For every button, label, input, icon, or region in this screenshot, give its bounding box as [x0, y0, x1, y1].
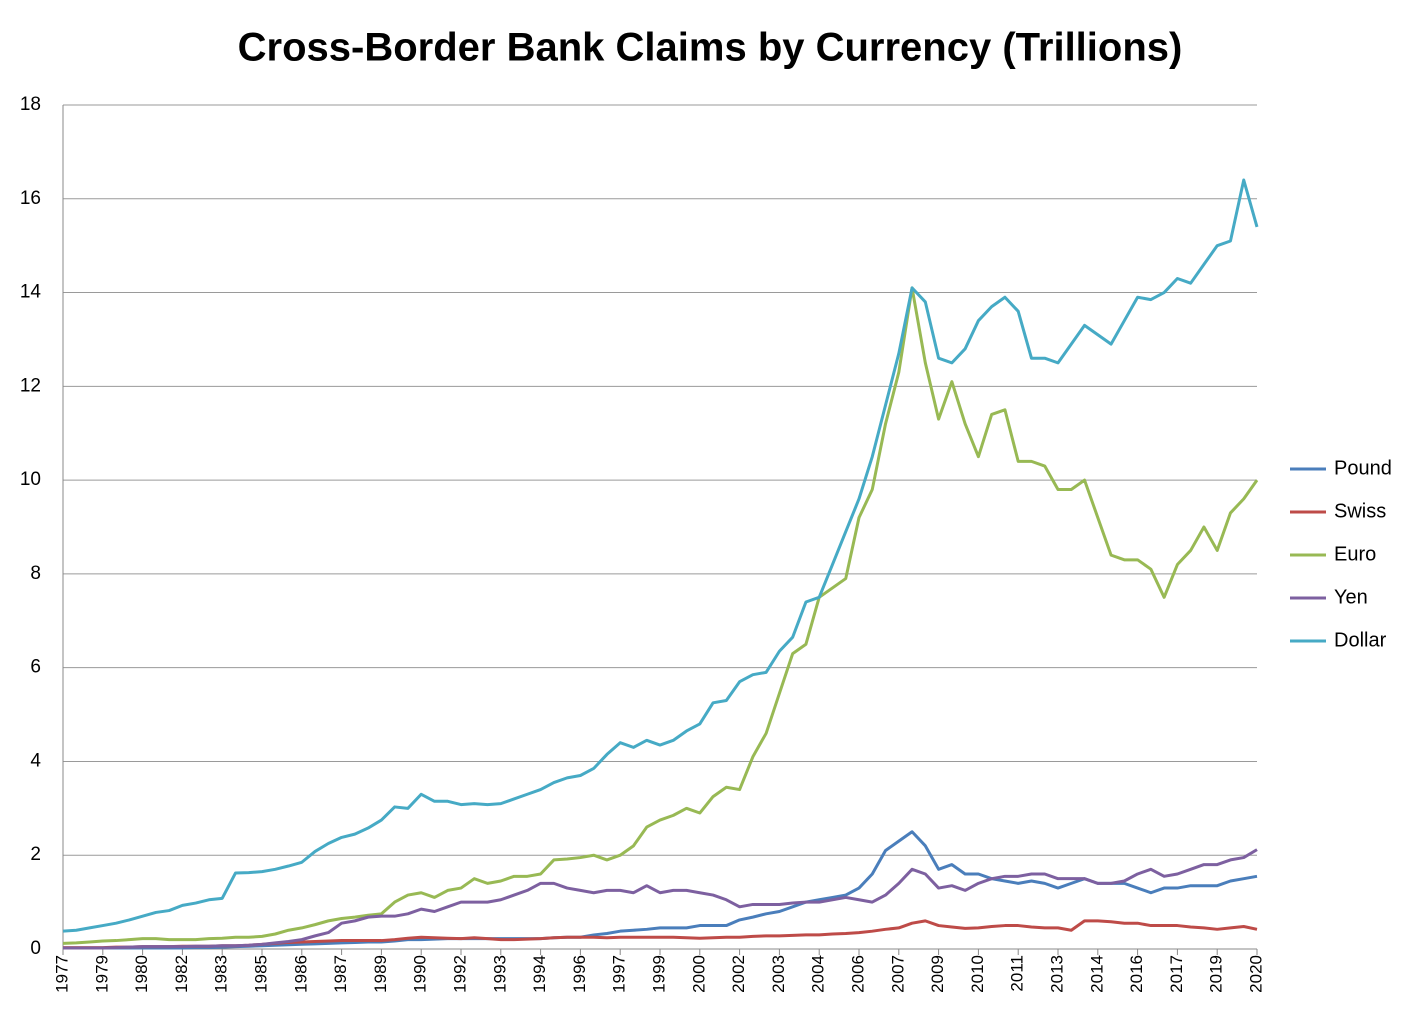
series-line — [63, 830, 1258, 950]
legend-label: Yen — [1334, 586, 1368, 608]
x-tick-label: 1996 — [570, 955, 589, 993]
y-tick-label: 2 — [30, 844, 41, 865]
x-tick-label: 2020 — [1246, 955, 1265, 993]
x-tick-label: 2004 — [809, 955, 828, 993]
x-tick-label: 2011 — [1008, 955, 1027, 992]
x-tick-label: 2010 — [968, 955, 987, 993]
x-tick-label: 1982 — [172, 955, 191, 993]
series-line — [62, 178, 1259, 933]
x-tick-label: 1999 — [649, 955, 668, 993]
x-tick-label: 2007 — [888, 955, 907, 993]
x-tick-label: 2014 — [1087, 955, 1106, 993]
legend-label: Euro — [1334, 543, 1376, 565]
y-tick-label: 18 — [20, 94, 41, 115]
x-tick-label: 1990 — [411, 955, 430, 993]
x-tick-label: 1986 — [291, 955, 310, 993]
y-tick-label: 14 — [20, 282, 42, 303]
legend-label: Pound — [1334, 457, 1392, 479]
y-tick-label: 6 — [30, 657, 41, 678]
x-tick-label: 2003 — [769, 955, 788, 993]
legend-label: Dollar — [1334, 629, 1387, 651]
x-tick-label: 1979 — [92, 955, 111, 993]
x-tick-label: 2000 — [689, 955, 708, 993]
x-tick-label: 1987 — [331, 955, 350, 993]
y-tick-label: 16 — [20, 188, 41, 209]
y-tick-label: 10 — [20, 469, 41, 490]
x-tick-label: 2019 — [1207, 955, 1226, 993]
x-tick-label: 2016 — [1127, 955, 1146, 993]
x-tick-label: 1994 — [530, 955, 549, 993]
y-tick-label: 0 — [30, 938, 41, 959]
y-tick-label: 12 — [20, 375, 41, 396]
x-tick-label: 2006 — [848, 955, 867, 993]
x-tick-label: 1983 — [212, 955, 231, 993]
x-tick-label: 1993 — [490, 955, 509, 993]
x-tick-label: 2009 — [928, 955, 947, 993]
x-tick-label: 1977 — [52, 955, 71, 993]
x-tick-label: 1989 — [371, 955, 390, 993]
x-tick-label: 1997 — [610, 955, 629, 993]
series-line — [63, 919, 1258, 950]
x-tick-label: 2002 — [729, 955, 748, 993]
x-tick-label: 1985 — [251, 955, 270, 993]
series-line — [62, 286, 1259, 945]
series-line — [63, 848, 1258, 950]
x-tick-label: 2013 — [1047, 955, 1066, 993]
x-tick-label: 1992 — [450, 955, 469, 993]
chart-title: Cross-Border Bank Claims by Currency (Tr… — [238, 26, 1183, 70]
y-tick-label: 4 — [30, 750, 41, 771]
y-tick-label: 8 — [30, 563, 41, 584]
x-tick-label: 2017 — [1167, 955, 1186, 993]
x-tick-label: 1980 — [132, 955, 151, 993]
legend-label: Swiss — [1334, 500, 1386, 522]
